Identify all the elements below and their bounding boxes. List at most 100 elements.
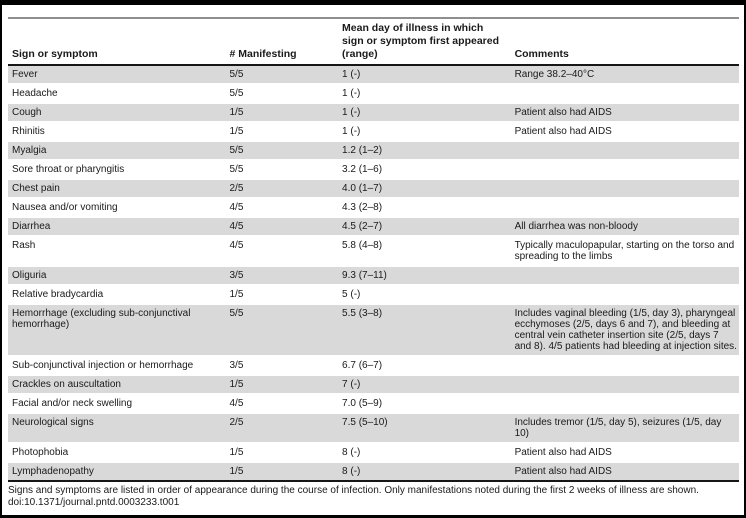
cell-manifesting: 4/5 [229,217,343,237]
header-row: Sign or symptom # Manifesting Mean day o… [8,18,739,66]
cell-sign: Crackles on auscultation [8,375,230,395]
cell-manifesting: 3/5 [229,266,343,286]
cell-mean-day: 5.8 (4–8) [342,236,515,267]
cell-sign: Hemorrhage (excluding sub-conjunctival h… [8,304,230,357]
cell-manifesting: 5/5 [229,84,343,104]
cell-comment [514,141,739,161]
cell-manifesting: 1/5 [229,462,343,481]
column-header-sign: Sign or symptom [8,18,230,66]
cell-comment: Patient also had AIDS [514,103,739,123]
table-row: Crackles on auscultation 1/5 7 (-) [8,375,739,395]
table-row: Headache 5/5 1 (-) [8,84,739,104]
cell-comment: All diarrhea was non-bloody [514,217,739,237]
cell-sign: Facial and/or neck swelling [8,394,230,414]
cell-manifesting: 1/5 [229,443,343,463]
cell-mean-day: 1 (-) [342,65,515,85]
cell-sign: Chest pain [8,179,230,199]
table-row: Chest pain 2/5 4.0 (1–7) [8,179,739,199]
table-row: Facial and/or neck swelling 4/5 7.0 (5–9) [8,394,739,414]
cell-sign: Oliguria [8,266,230,286]
cell-sign: Diarrhea [8,217,230,237]
table-row: Hemorrhage (excluding sub-conjunctival h… [8,304,739,357]
cell-comment [514,84,739,104]
cell-sign: Sore throat or pharyngitis [8,160,230,180]
cell-manifesting: 1/5 [229,122,343,142]
cell-sign: Cough [8,103,230,123]
table-body: Fever 5/5 1 (-) Range 38.2–40°C Headache 5/5 1… [8,65,739,481]
table-row: Fever 5/5 1 (-) Range 38.2–40°C [8,65,739,85]
cell-mean-day: 1.2 (1–2) [342,141,515,161]
cell-sign: Nausea and/or vomiting [8,198,230,218]
cell-mean-day: 5 (-) [342,285,515,305]
column-header-mean-day: Mean day of illness in which sign or sym… [342,18,515,66]
table-footnotes: Signs and symptoms are listed in order o… [8,485,739,509]
doi-text: doi:10.1371/journal.pntd.0003233.t001 [8,497,180,508]
table-row: Myalgia 5/5 1.2 (1–2) [8,141,739,161]
table-row: Sore throat or pharyngitis 5/5 3.2 (1–6) [8,160,739,180]
cell-mean-day: 7.5 (5–10) [342,413,515,444]
cell-comment: Includes vaginal bleeding (1/5, day 3), … [514,304,739,357]
cell-comment: Includes tremor (1/5, day 5), seizures (… [514,413,739,444]
table-header: Sign or symptom # Manifesting Mean day o… [8,18,739,66]
cell-comment: Typically maculopapular, starting on the… [514,236,739,267]
cell-comment: Range 38.2–40°C [514,65,739,85]
column-header-manifesting: # Manifesting [229,18,343,66]
cell-sign: Rash [8,236,230,267]
cell-manifesting: 1/5 [229,103,343,123]
cell-comment [514,160,739,180]
column-header-comments: Comments [514,18,739,66]
cell-mean-day: 9.3 (7–11) [342,266,515,286]
cell-comment [514,198,739,218]
table-row: Cough 1/5 1 (-) Patient also had AIDS [8,103,739,123]
cell-sign: Headache [8,84,230,104]
cell-sign: Neurological signs [8,413,230,444]
table-row: Neurological signs 2/5 7.5 (5–10) Includes … [8,413,739,444]
cell-comment: Patient also had AIDS [514,462,739,481]
table-row: Nausea and/or vomiting 4/5 4.3 (2–8) [8,198,739,218]
cell-sign: Relative bradycardia [8,285,230,305]
cell-mean-day: 1 (-) [342,103,515,123]
cell-manifesting: 5/5 [229,160,343,180]
table-row: Diarrhea 4/5 4.5 (2–7) All diarrhea was non… [8,217,739,237]
cell-mean-day: 4.3 (2–8) [342,198,515,218]
cell-manifesting: 2/5 [229,413,343,444]
table-row: Rash 4/5 5.8 (4–8) Typically maculopapular,… [8,236,739,267]
cell-comment [514,179,739,199]
signs-symptoms-table: Sign or symptom # Manifesting Mean day o… [8,17,739,482]
cell-comment [514,356,739,376]
cell-sign: Fever [8,65,230,85]
cell-manifesting: 5/5 [229,141,343,161]
footnote-text: Signs and symptoms are listed in order o… [8,485,699,496]
cell-manifesting: 1/5 [229,285,343,305]
cell-mean-day: 4.0 (1–7) [342,179,515,199]
cell-sign: Photophobia [8,443,230,463]
cell-mean-day: 4.5 (2–7) [342,217,515,237]
cell-manifesting: 2/5 [229,179,343,199]
cell-comment [514,394,739,414]
cell-sign: Myalgia [8,141,230,161]
table-row: Relative bradycardia 1/5 5 (-) [8,285,739,305]
cell-comment [514,375,739,395]
cell-manifesting: 4/5 [229,236,343,267]
cell-mean-day: 1 (-) [342,122,515,142]
cell-mean-day: 8 (-) [342,462,515,481]
cell-manifesting: 1/5 [229,375,343,395]
table-row: Rhinitis 1/5 1 (-) Patient also had AIDS [8,122,739,142]
cell-mean-day: 7 (-) [342,375,515,395]
table-row: Photophobia 1/5 8 (-) Patient also had AIDS [8,443,739,463]
cell-comment [514,285,739,305]
cell-mean-day: 7.0 (5–9) [342,394,515,414]
cell-comment [514,266,739,286]
cell-mean-day: 6.7 (6–7) [342,356,515,376]
cell-sign: Sub-conjunctival injection or hemorrhage [8,356,230,376]
table-row: Lymphadenopathy 1/5 8 (-) Patient also had … [8,462,739,481]
cell-manifesting: 4/5 [229,198,343,218]
cell-manifesting: 3/5 [229,356,343,376]
cell-comment: Patient also had AIDS [514,122,739,142]
cell-manifesting: 5/5 [229,65,343,85]
cell-sign: Lymphadenopathy [8,462,230,481]
cell-mean-day: 1 (-) [342,84,515,104]
cell-mean-day: 3.2 (1–6) [342,160,515,180]
cell-mean-day: 5.5 (3–8) [342,304,515,357]
